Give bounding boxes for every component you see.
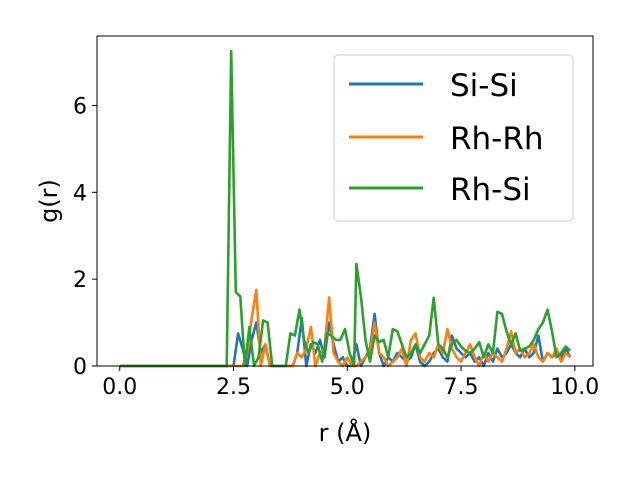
x-axis-ticks: 0.0 2.5 5.0 7.5 10.0 <box>102 366 599 400</box>
y-axis-ticks: 0 2 4 6 <box>73 94 97 380</box>
legend-label-si-si: Si-Si <box>450 68 518 104</box>
series-line-rh-rh <box>119 288 572 368</box>
legend: Si-Si Rh-Rh Rh-Si <box>333 54 574 222</box>
legend-label-rh-rh: Rh-Rh <box>450 121 544 157</box>
x-tick-label: 5.0 <box>330 375 365 400</box>
x-tick-label: 2.5 <box>216 375 251 400</box>
legend-box <box>333 54 574 222</box>
y-tick-label: 2 <box>73 268 87 293</box>
x-tick-label: 10.0 <box>550 375 599 400</box>
y-tick-label: 0 <box>73 355 87 380</box>
y-axis-label: g(r) <box>35 179 63 223</box>
y-tick-label: 4 <box>73 181 87 206</box>
y-tick-label: 6 <box>73 94 87 119</box>
x-tick-label: 7.5 <box>444 375 479 400</box>
x-tick-label: 0.0 <box>102 375 137 400</box>
legend-label-rh-si: Rh-Si <box>450 172 531 208</box>
x-axis-label: r (Å) <box>319 418 372 447</box>
plot-frame <box>96 35 594 367</box>
